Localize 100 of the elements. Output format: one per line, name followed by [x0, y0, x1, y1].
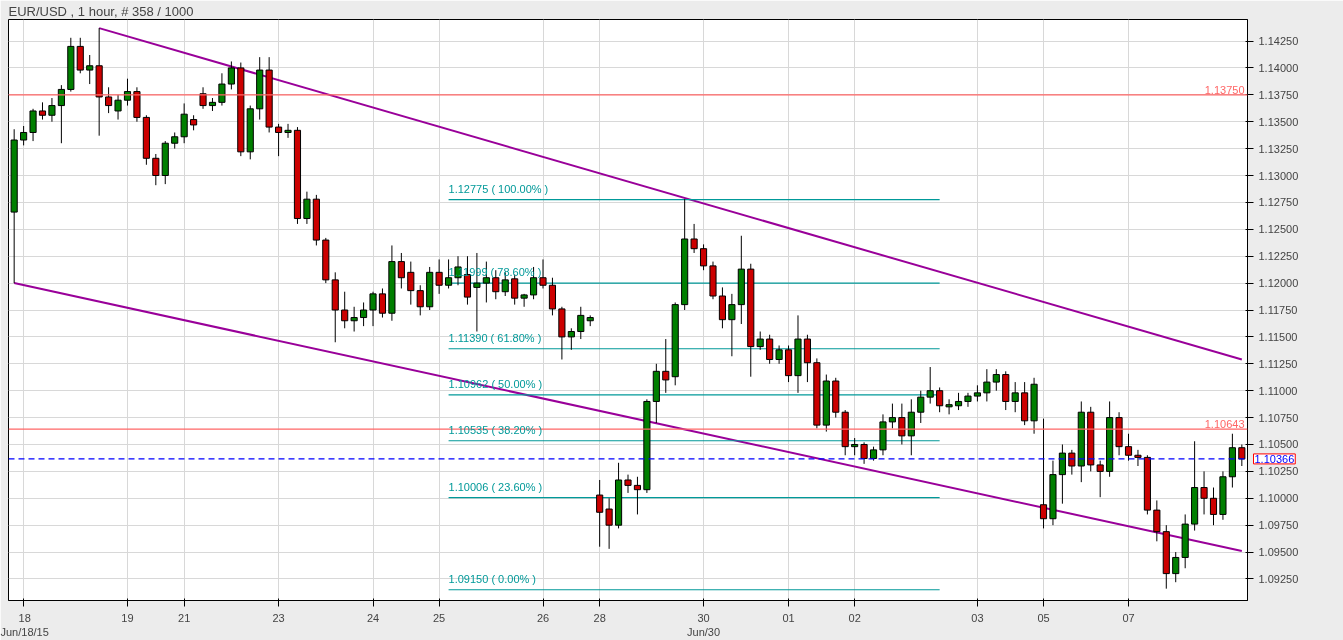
y-tick-label: 1.11500 — [1258, 330, 1298, 343]
y-tick-label: 1.14000 — [1258, 61, 1299, 74]
candlestick — [548, 277, 557, 316]
x-tick-label: 25 — [433, 611, 446, 624]
candlestick — [567, 327, 575, 351]
candlestick — [1200, 470, 1208, 515]
candlestick — [775, 345, 783, 365]
y-tick-label: 1.12250 — [1258, 250, 1299, 263]
candlestick — [728, 293, 736, 357]
candlestick — [803, 334, 811, 383]
ref-line-label: 1.13750 — [1204, 83, 1245, 96]
candlestick — [369, 291, 377, 327]
candlestick — [690, 223, 698, 254]
candlestick — [520, 293, 528, 308]
candlestick — [605, 497, 613, 550]
candlestick — [275, 123, 283, 157]
y-tick-label: 1.11250 — [1258, 357, 1298, 370]
candlestick — [29, 108, 37, 142]
candlestick — [105, 86, 113, 114]
x-tick-label: 07 — [1122, 611, 1135, 624]
ref-line-label: 1.10366 — [1254, 452, 1295, 465]
series-label: 1.11390 ( 61.80% ) — [448, 331, 542, 344]
candlestick — [917, 390, 925, 424]
y-tick-label: 1.10750 — [1258, 411, 1299, 424]
y-tick-label: 1.09250 — [1258, 572, 1299, 585]
candlestick — [888, 403, 896, 429]
candlestick — [378, 287, 387, 319]
candlestick — [407, 261, 415, 306]
candlestick — [123, 78, 132, 107]
candlestick — [992, 368, 1000, 392]
x-tick-label: 18 Jun/18/15 — [0, 611, 49, 638]
candlestick — [199, 86, 207, 110]
x-tick-label: 24 — [366, 611, 380, 624]
x-tick-label: 05 — [1037, 611, 1050, 624]
candlestick — [397, 252, 405, 289]
candlestick — [1011, 381, 1019, 413]
y-tick-label: 1.13000 — [1258, 169, 1299, 182]
candlestick — [860, 441, 868, 465]
candlestick — [114, 94, 122, 121]
candlestick — [218, 72, 226, 107]
candlestick — [756, 331, 764, 351]
y-tick-label: 1.14250 — [1258, 35, 1299, 48]
ref-line-label: 1.10643 — [1204, 418, 1245, 431]
y-tick-label: 1.10500 — [1258, 438, 1299, 451]
candlestick — [766, 334, 774, 365]
candlestick — [624, 474, 632, 494]
candlestick — [48, 97, 56, 123]
candlestick — [539, 258, 547, 289]
candlestick — [57, 84, 65, 144]
x-tick-label: 02 — [848, 611, 861, 624]
candlestick — [303, 191, 311, 225]
y-tick-label: 1.13750 — [1258, 88, 1299, 101]
candlestick — [360, 301, 368, 327]
series-label: 1.09150 ( 0.00% ) — [448, 572, 537, 585]
candlestick — [1153, 499, 1161, 542]
candlestick — [86, 54, 94, 85]
x-tick-label: 19 — [121, 611, 134, 624]
x-tick-label: 28 — [593, 611, 606, 624]
candlestick — [1172, 551, 1180, 583]
series-label: 1.10535 ( 38.20% ) — [448, 423, 543, 436]
candlestick — [577, 306, 585, 340]
candlestick — [341, 291, 349, 329]
y-tick-label: 1.10250 — [1258, 465, 1299, 478]
x-tick-label: 26 — [536, 611, 550, 624]
y-tick-label: 1.13500 — [1258, 115, 1299, 128]
candlestick — [152, 153, 160, 186]
y-tick-label: 1.13250 — [1258, 142, 1299, 155]
candlestick — [416, 284, 424, 316]
y-tick-label: 1.10000 — [1258, 492, 1299, 505]
candlestick — [1039, 418, 1048, 529]
candlestick — [20, 125, 28, 146]
candlestick — [662, 338, 670, 394]
y-tick-label: 1.12500 — [1258, 223, 1299, 236]
candlestick — [76, 37, 84, 74]
candlestick — [435, 258, 443, 295]
candlestick — [936, 386, 944, 413]
candlestick — [1134, 449, 1142, 467]
chart-title: EUR/USD , 1 hour, # 358 / 1000 — [8, 3, 194, 19]
candlestick — [350, 306, 358, 333]
candlestick — [633, 476, 642, 515]
candlestick — [1209, 487, 1218, 526]
candlestick — [1124, 433, 1133, 462]
candlestick — [945, 398, 953, 415]
candlestick — [699, 243, 708, 271]
x-tick-label: 01 — [782, 611, 795, 624]
candlestick — [718, 286, 727, 329]
candlestick — [492, 269, 500, 300]
candlestick — [964, 392, 972, 408]
candlestick — [983, 368, 991, 402]
series-label: 1.10006 ( 23.60% ) — [448, 480, 543, 493]
candlestick — [180, 102, 188, 144]
y-tick-label: 1.09750 — [1258, 519, 1299, 532]
y-tick-label: 1.11000 — [1258, 384, 1298, 397]
series-label: 1.12775 ( 100.00% ) — [448, 182, 549, 195]
candlestick — [1058, 443, 1066, 505]
candlestick — [284, 123, 292, 139]
x-tick-label: 23 — [272, 611, 285, 624]
y-tick-label: 1.11750 — [1258, 304, 1298, 316]
y-tick-label: 1.09500 — [1258, 546, 1299, 559]
candlestick — [596, 479, 604, 548]
